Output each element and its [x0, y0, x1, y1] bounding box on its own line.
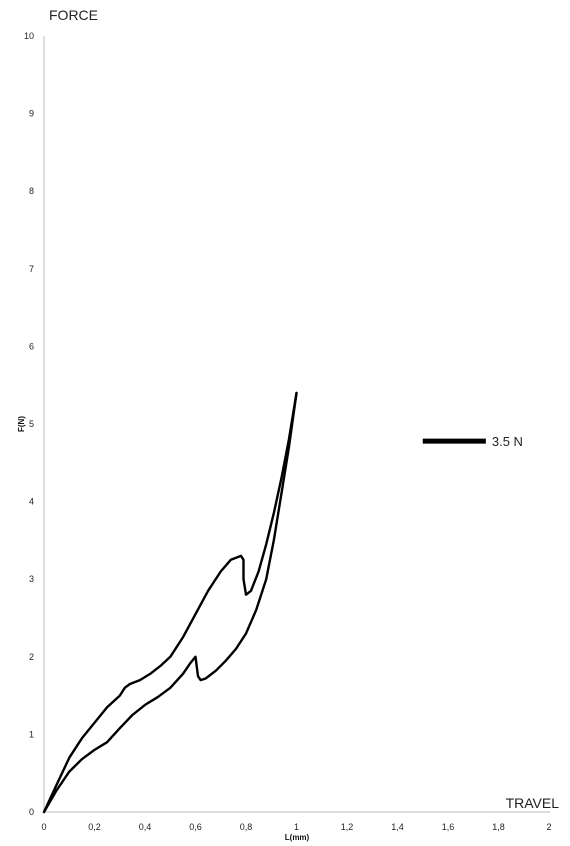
x-tick-label: 0: [41, 822, 46, 832]
y-tick-label: 9: [29, 109, 34, 119]
legend: 3.5 N: [422, 434, 523, 449]
y-tick-label: 2: [29, 652, 34, 662]
x-axis-title: L(mm): [285, 833, 310, 842]
series-layer: [42, 391, 298, 814]
y-corner-label: FORCE: [49, 7, 98, 23]
y-tick-labels: 0 1 2 3 4 5 6 7 8 9 10: [24, 31, 34, 817]
x-tick-label: 1,6: [442, 822, 455, 832]
x-tick-label: 1,4: [391, 822, 404, 832]
y-axis-title: F(N): [17, 416, 26, 432]
y-tick-label: 7: [29, 264, 34, 274]
plot-frame: [43, 36, 550, 813]
x-tick-label: 0,2: [88, 822, 101, 832]
y-tick-label: 8: [29, 186, 34, 196]
reference-label: 3.5 N: [492, 434, 523, 449]
x-tick-label: 2: [546, 822, 551, 832]
x-corner-label: TRAVEL: [506, 795, 560, 811]
x-tick-label: 0,4: [139, 822, 152, 832]
x-tick-label: 1,2: [341, 822, 354, 832]
y-tick-label: 10: [24, 31, 34, 41]
loading-curve: [42, 391, 298, 814]
y-tick-label: 6: [29, 341, 34, 351]
y-tick-label: 4: [29, 497, 34, 507]
y-tick-label: 5: [29, 419, 34, 429]
x-tick-labels: 0 0,2 0,4 0,6 0,8 1 1,2 1,4 1,6 1,8 2: [41, 822, 551, 832]
x-tick-label: 1: [294, 822, 299, 832]
y-tick-label: 3: [29, 574, 34, 584]
y-tick-label: 1: [29, 729, 34, 739]
x-tick-label: 0,8: [240, 822, 253, 832]
y-tick-label: 0: [29, 807, 34, 817]
x-tick-label: 1,8: [492, 822, 505, 832]
x-tick-label: 0,6: [189, 822, 202, 832]
unloading-curve: [42, 391, 298, 814]
